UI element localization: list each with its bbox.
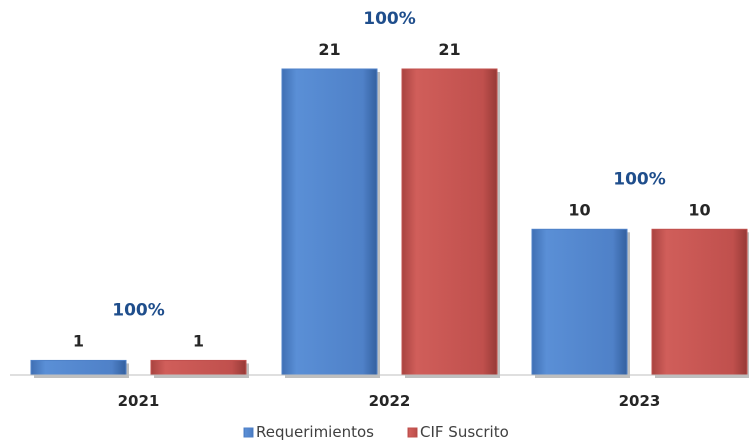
legend-swatch <box>407 427 418 438</box>
data-label: 10 <box>688 200 710 219</box>
legend-swatch <box>243 427 254 438</box>
percentage-annotation: 100% <box>613 169 666 189</box>
x-tick-label: 2022 <box>369 392 411 410</box>
percentage-annotation: 100% <box>112 300 165 320</box>
data-label: 21 <box>318 40 340 59</box>
bar-requerimientos-2022 <box>281 68 378 376</box>
legend-label: CIF Suscrito <box>420 423 509 441</box>
data-label: 10 <box>568 200 590 219</box>
bar-requerimientos-2023 <box>531 228 628 376</box>
x-tick-label: 2023 <box>619 392 661 410</box>
plot-area: 1 1 2021 100% 21 21 2022 100% 10 10 2023 100% <box>30 9 749 410</box>
data-label: 1 <box>73 331 84 350</box>
bar-cif-suscrito-2021 <box>150 359 247 376</box>
percentage-annotation: 100% <box>363 9 416 29</box>
bar-requerimientos-2021 <box>30 359 127 376</box>
legend-label: Requerimientos <box>256 423 374 441</box>
legend: Requerimientos CIF Suscrito <box>243 423 509 441</box>
data-label: 21 <box>438 40 460 59</box>
bar-cif-suscrito-2023 <box>651 228 748 376</box>
data-label: 1 <box>193 331 204 350</box>
x-tick-label: 2021 <box>118 392 160 410</box>
bar-cif-suscrito-2022 <box>401 68 498 376</box>
